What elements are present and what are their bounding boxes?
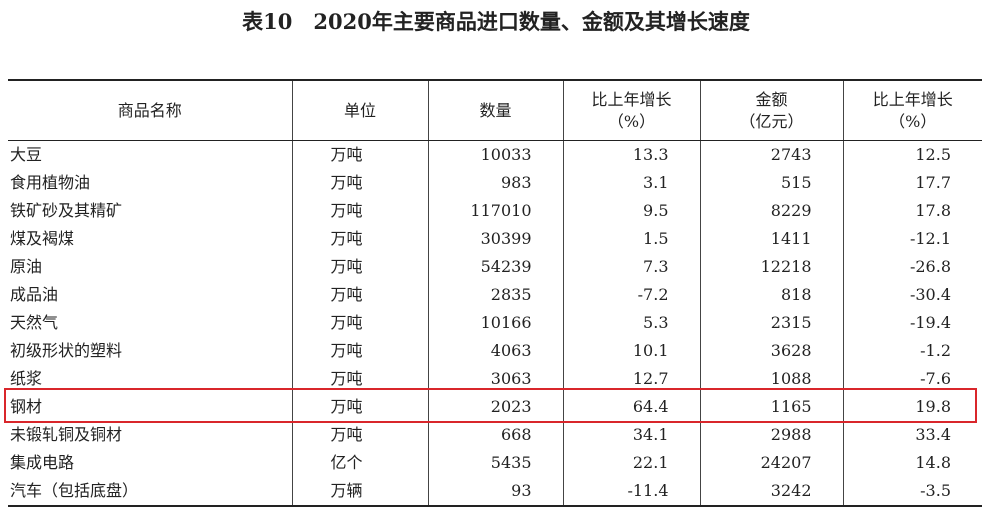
table-cell: 万吨	[291, 197, 428, 225]
table-cell: 2315	[699, 309, 843, 337]
table-cell: 19.8	[842, 393, 982, 421]
table-row: 集成电路 亿个 5435 22.1 24207 14.8	[8, 449, 982, 477]
table-cell: 万辆	[291, 477, 428, 507]
table-cell: 万吨	[291, 140, 428, 169]
table-cell: 668	[427, 421, 563, 449]
title: 表10 2020年主要商品进口数量、金额及其增长速度	[242, 9, 750, 34]
table-cell: 515	[699, 169, 843, 197]
table-cell: 12218	[699, 253, 843, 281]
table-cell: -30.4	[842, 281, 982, 309]
highlight-box	[4, 388, 977, 423]
table-row: 成品油 万吨 2835 -7.2 818 -30.4	[8, 281, 982, 309]
table-cell: 10033	[427, 140, 563, 169]
table-cell: 1411	[699, 225, 843, 253]
table-cell: 8229	[699, 197, 843, 225]
table-cell: 亿个	[291, 449, 428, 477]
table-cell: 铁矿砂及其精矿	[10, 201, 123, 220]
table-cell: 17.8	[842, 197, 982, 225]
table-cell: 1165	[699, 393, 843, 421]
table-cell: 30399	[427, 225, 563, 253]
table-row: 钢材 万吨 2023 64.4 1165 19.8	[8, 393, 982, 421]
table-cell: 4063	[427, 337, 563, 365]
table-cell: 3.1	[562, 169, 700, 197]
table-cell: 万吨	[291, 421, 428, 449]
table-cell: 3628	[699, 337, 843, 365]
table-cell: 2988	[699, 421, 843, 449]
table-cell: -11.4	[562, 477, 700, 507]
table-cell: 9.5	[562, 197, 700, 225]
table-cell: 天然气	[10, 313, 59, 332]
table-cell: 12.5	[842, 140, 982, 169]
column-header: 数量	[427, 79, 563, 141]
column-header: 金额 （亿元）	[699, 79, 843, 141]
table-cell: 5435	[427, 449, 563, 477]
table-cell: 2743	[699, 140, 843, 169]
table-cell: 煤及褐煤	[10, 229, 75, 248]
table-cell: -3.5	[842, 477, 982, 507]
import-table: 商品名称 单位 数量 比上年增长 （%） 金额 （亿元） 比上年增长 （%） 大豆 万吨 10…	[8, 79, 982, 507]
table-cell: 食用植物油	[10, 173, 91, 192]
table-cell: 未锻轧铜及铜材	[10, 425, 123, 444]
column-header: 比上年增长 （%）	[842, 79, 982, 141]
table-row: 大豆 万吨 10033 13.3 2743 12.5	[8, 140, 982, 169]
table-cell: 万吨	[291, 225, 428, 253]
table-cell: -1.2	[842, 337, 982, 365]
table-cell: 万吨	[291, 393, 428, 421]
table-cell: -12.1	[842, 225, 982, 253]
column-header: 单位	[291, 79, 428, 141]
table-cell: 3242	[699, 477, 843, 507]
table-cell: 万吨	[291, 337, 428, 365]
table-cell: -19.4	[842, 309, 982, 337]
table-cell: 大豆	[10, 145, 43, 164]
table-cell: 818	[699, 281, 843, 309]
table-cell: 原油	[10, 257, 43, 276]
table-cell: -7.2	[562, 281, 700, 309]
table-cell: 22.1	[562, 449, 700, 477]
table-cell: -26.8	[842, 253, 982, 281]
table-cell: 24207	[699, 449, 843, 477]
table-cell: 万吨	[291, 253, 428, 281]
table-cell: 集成电路	[10, 453, 75, 472]
table-cell: 7.3	[562, 253, 700, 281]
table-cell: 2023	[427, 393, 563, 421]
table-cell: 钢材	[10, 397, 43, 416]
table-cell: 93	[427, 477, 563, 507]
table-cell: 万吨	[291, 309, 428, 337]
table-cell: 汽车（包括底盘）	[8, 477, 292, 507]
table-cell: 34.1	[562, 421, 700, 449]
table-cell: 13.3	[562, 140, 700, 169]
table-cell: 64.4	[562, 393, 700, 421]
table-cell: 初级形状的塑料	[10, 341, 123, 360]
table-cell: 万吨	[291, 169, 428, 197]
table-cell: 10.1	[562, 337, 700, 365]
table-row: 原油 万吨 54239 7.3 12218 -26.8	[8, 253, 982, 281]
table-row: 未锻轧铜及铜材 万吨 668 34.1 2988 33.4	[8, 421, 982, 449]
table-cell: 117010	[427, 197, 563, 225]
table-row: 汽车（包括底盘） 万辆 93 -11.4 3242 -3.5	[8, 477, 982, 507]
table-cell: 纸浆	[10, 369, 43, 388]
table-cell: 2835	[427, 281, 563, 309]
table-cell: 1.5	[562, 225, 700, 253]
table-cell: 10166	[427, 309, 563, 337]
table-cell: 万吨	[291, 281, 428, 309]
table-cell: 54239	[427, 253, 563, 281]
table-row: 铁矿砂及其精矿 万吨 117010 9.5 8229 17.8	[8, 197, 982, 225]
table-row: 食用植物油 万吨 983 3.1 515 17.7	[8, 169, 982, 197]
table-cell: 5.3	[562, 309, 700, 337]
table-row: 天然气 万吨 10166 5.3 2315 -19.4	[8, 309, 982, 337]
table-body: 大豆 万吨 10033 13.3 2743 12.5 食用植物油 万吨 983 3.1 515 17.…	[8, 140, 982, 507]
column-header: 比上年增长 （%）	[562, 79, 700, 141]
table-cell: 17.7	[842, 169, 982, 197]
table-row: 煤及褐煤 万吨 30399 1.5 1411 -12.1	[8, 225, 982, 253]
table-cell: 983	[427, 169, 563, 197]
header-row: 商品名称 单位 数量 比上年增长 （%） 金额 （亿元） 比上年增长 （%）	[8, 79, 982, 141]
table-cell: 成品油	[10, 285, 59, 304]
table-cell: 33.4	[842, 421, 982, 449]
column-header: 商品名称	[8, 79, 292, 141]
table-cell: 14.8	[842, 449, 982, 477]
table-row: 初级形状的塑料 万吨 4063 10.1 3628 -1.2	[8, 337, 982, 365]
